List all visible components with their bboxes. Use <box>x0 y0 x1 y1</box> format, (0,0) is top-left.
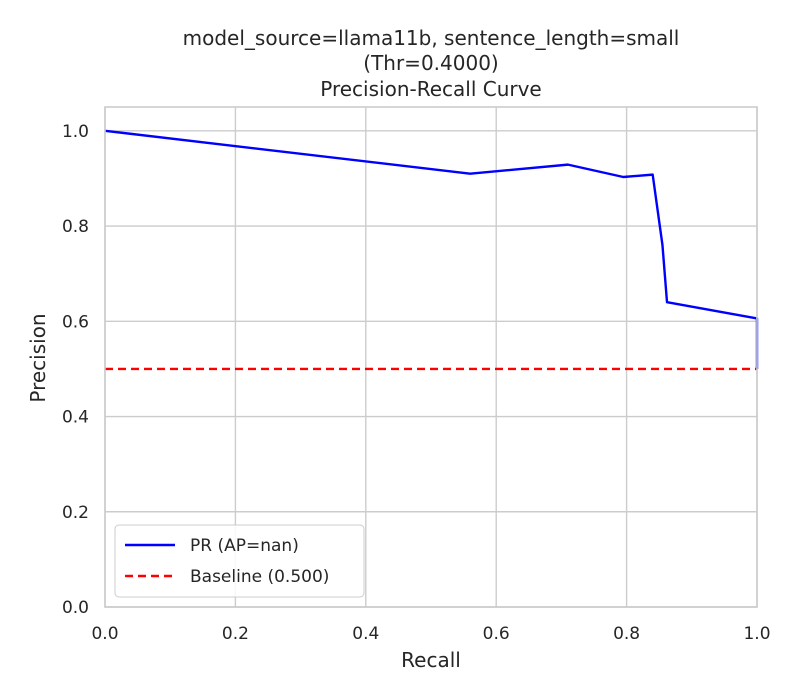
legend-box <box>114 524 365 598</box>
x-tick-label: 1.0 <box>743 624 770 644</box>
x-tick-label: 0.4 <box>352 624 379 644</box>
tick-labels: 0.0 0.2 0.4 0.6 0.8 1.0 0.0 0.2 0.4 0.6 0.8 1.0 <box>62 122 771 644</box>
title-line-2: (Thr=0.4000) <box>363 51 498 75</box>
y-tick-label: 0.6 <box>62 312 89 332</box>
x-tick-label: 0.0 <box>91 624 118 644</box>
y-axis-label: Precision <box>26 313 50 402</box>
title-line-1: model_source=llama11b, sentence_length=s… <box>183 26 680 50</box>
plot-frame <box>104 106 758 608</box>
title-line-3: Precision-Recall Curve <box>320 77 541 101</box>
pr-curve-line <box>104 129 759 369</box>
series <box>104 129 759 371</box>
legend: PR (AP=nan) Baseline (0.500) <box>114 524 365 598</box>
x-tick-label: 0.2 <box>222 624 249 644</box>
legend-label-pr: PR (AP=nan) <box>190 536 299 556</box>
y-tick-label: 0.8 <box>62 217 89 237</box>
x-tick-label: 0.6 <box>483 624 510 644</box>
legend-label-baseline: Baseline (0.500) <box>190 567 329 587</box>
chart-title: model_source=llama11b, sentence_length=s… <box>183 26 680 101</box>
x-axis-label: Recall <box>401 648 461 672</box>
y-tick-label: 1.0 <box>62 122 89 142</box>
y-tick-label: 0.0 <box>62 598 89 618</box>
x-tick-label: 0.8 <box>613 624 640 644</box>
y-tick-label: 0.4 <box>62 408 89 428</box>
y-tick-label: 0.2 <box>62 503 89 523</box>
